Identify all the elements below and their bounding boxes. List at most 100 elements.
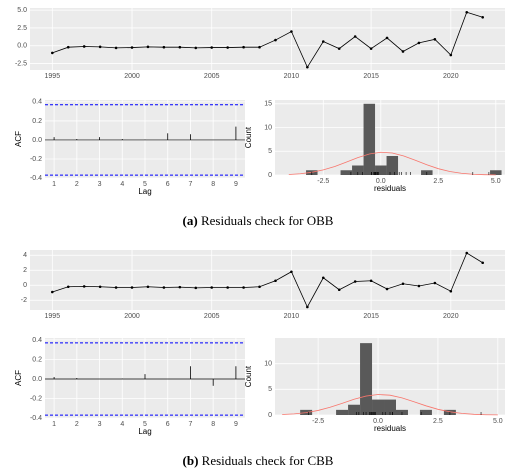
x-axis-label: residuals bbox=[374, 424, 406, 433]
x-tick-label: 0.0 bbox=[373, 418, 383, 425]
y-tick-label: 4 bbox=[23, 252, 27, 259]
y-axis-label: Count bbox=[244, 126, 253, 148]
residual-line bbox=[52, 252, 483, 308]
residual-point bbox=[417, 41, 421, 45]
y-tick-label: -0.2 bbox=[30, 156, 42, 163]
residual-point bbox=[82, 45, 86, 48]
residual-point bbox=[306, 65, 309, 69]
residual-point bbox=[66, 285, 70, 289]
normal-curve bbox=[282, 394, 498, 416]
x-tick-label: -2.5 bbox=[317, 178, 329, 185]
y-axis-label: ACF bbox=[14, 370, 23, 386]
x-tick-label: 2015 bbox=[363, 313, 379, 320]
x-tick-label: 2000 bbox=[124, 313, 140, 320]
x-tick-label: 5.0 bbox=[493, 418, 503, 425]
residual-point bbox=[130, 286, 134, 289]
x-tick-label: 3 bbox=[98, 181, 102, 188]
x-axis-label: Lag bbox=[138, 187, 151, 196]
histogram-bar bbox=[384, 399, 396, 415]
x-tick-label: 8 bbox=[211, 421, 215, 428]
residual-point bbox=[226, 286, 229, 289]
caption: (b) Residuals check for CBB bbox=[183, 453, 334, 468]
residual-point bbox=[433, 281, 437, 285]
x-tick-label: 2005 bbox=[204, 73, 220, 80]
histogram-bar bbox=[375, 165, 387, 175]
residual-point bbox=[306, 305, 309, 309]
residual-point bbox=[98, 285, 102, 289]
caption-label: (a) bbox=[183, 213, 198, 228]
residual-point bbox=[66, 45, 70, 49]
residual-point bbox=[321, 276, 325, 280]
normal-curve bbox=[288, 151, 496, 176]
y-axis-label: ACF bbox=[14, 131, 23, 147]
residual-point bbox=[194, 46, 198, 50]
y-tick-label: 0.2 bbox=[32, 356, 42, 363]
y-tick-label: 0 bbox=[23, 282, 27, 289]
x-tick-label: 5 bbox=[143, 181, 147, 188]
y-tick-label: 5 bbox=[268, 148, 272, 155]
y-tick-label: 0.4 bbox=[32, 99, 42, 106]
caption-text: Residuals check for OBB bbox=[201, 213, 334, 228]
x-tick-label: 5.0 bbox=[491, 178, 501, 185]
y-tick-label: 0.0 bbox=[32, 137, 42, 144]
x-tick-label: 9 bbox=[234, 181, 238, 188]
y-tick-label: -0.4 bbox=[30, 175, 42, 182]
residual-point bbox=[114, 286, 118, 289]
y-tick-label: 5 bbox=[268, 386, 272, 393]
residual-point bbox=[465, 251, 469, 255]
residual-line bbox=[52, 11, 483, 69]
x-tick-label: 2010 bbox=[284, 73, 300, 80]
caption-label: (b) bbox=[183, 453, 199, 468]
caption-text: Residuals check for CBB bbox=[202, 453, 334, 468]
residual-point bbox=[290, 30, 293, 33]
x-tick-label: 2 bbox=[75, 421, 79, 428]
y-tick-label: 15 bbox=[264, 101, 272, 108]
residual-point bbox=[274, 38, 277, 42]
histogram-bar bbox=[360, 343, 373, 415]
residual-point bbox=[82, 285, 86, 288]
x-tick-label: 1 bbox=[52, 181, 56, 188]
caption: (a) Residuals check for OBB bbox=[183, 213, 334, 228]
residual-point bbox=[385, 287, 389, 291]
residual-point bbox=[449, 289, 453, 293]
residual-point bbox=[401, 282, 405, 286]
residual-point bbox=[210, 286, 214, 289]
residual-point bbox=[274, 279, 277, 283]
residual-point bbox=[210, 46, 214, 49]
y-axis-label: Count bbox=[244, 365, 253, 387]
histogram-bar bbox=[336, 409, 349, 415]
residual-point bbox=[337, 288, 341, 292]
x-tick-label: 2 bbox=[75, 181, 79, 188]
residual-point bbox=[481, 15, 484, 19]
y-tick-label: 2.5 bbox=[17, 25, 27, 32]
residual-point bbox=[385, 36, 389, 40]
residual-point bbox=[449, 53, 453, 57]
x-tick-label: 2000 bbox=[124, 73, 140, 80]
residual-point bbox=[258, 285, 261, 289]
residual-point bbox=[465, 10, 469, 14]
residual-point bbox=[194, 286, 198, 290]
x-tick-label: 7 bbox=[189, 181, 193, 188]
residual-point bbox=[130, 46, 134, 49]
residual-point bbox=[146, 45, 150, 49]
residual-point bbox=[417, 284, 421, 288]
residual-point bbox=[242, 286, 245, 289]
x-tick-label: 1 bbox=[52, 421, 56, 428]
residual-point bbox=[226, 46, 229, 49]
residual-point bbox=[51, 290, 54, 294]
y-tick-label: 10 bbox=[264, 361, 272, 368]
x-tick-label: 2015 bbox=[363, 73, 379, 80]
histogram-bar bbox=[386, 156, 399, 175]
histogram-bar bbox=[363, 103, 376, 175]
x-tick-label: 2005 bbox=[204, 313, 220, 320]
y-tick-label: -0.2 bbox=[30, 395, 42, 402]
y-tick-label: -2.5 bbox=[15, 60, 27, 67]
y-tick-label: 2 bbox=[23, 267, 27, 274]
residual-point bbox=[258, 45, 261, 49]
histogram-bar bbox=[340, 170, 353, 175]
y-tick-label: 0 bbox=[268, 412, 272, 419]
residual-point bbox=[178, 285, 182, 289]
residual-point bbox=[401, 50, 405, 53]
residual-point bbox=[321, 40, 325, 43]
